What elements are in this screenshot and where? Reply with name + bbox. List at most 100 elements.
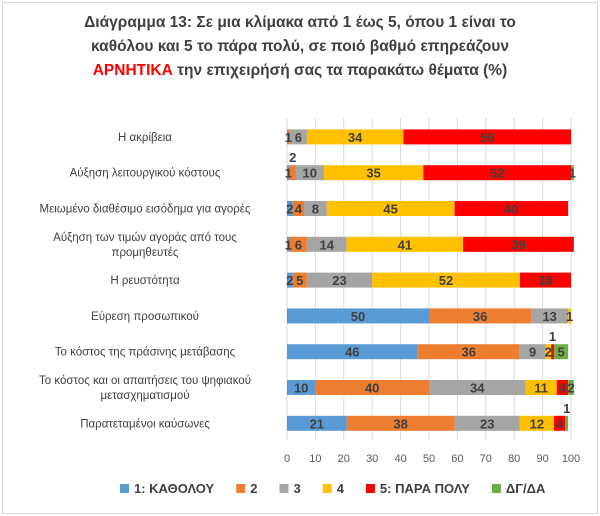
legend-swatch	[365, 484, 375, 493]
bar-segment	[306, 272, 373, 288]
legend-swatch	[120, 484, 129, 493]
data-label: 1	[569, 166, 576, 181]
bar-segment	[304, 201, 327, 216]
legend-swatch	[491, 484, 501, 493]
bar-segment	[553, 344, 569, 360]
x-tick-label: 30	[366, 453, 378, 465]
data-label: 11	[534, 381, 548, 396]
data-label: 5	[296, 273, 303, 288]
data-label: 36	[473, 309, 487, 324]
legend-label: ΔΓ/ΔΑ	[506, 481, 546, 496]
data-label: 34	[470, 381, 485, 396]
data-label: 2	[289, 150, 296, 165]
data-label: 10	[302, 166, 316, 181]
bar-segment	[531, 308, 569, 324]
data-label: 36	[462, 345, 476, 360]
bar-segment	[551, 344, 554, 360]
category-label: Η ακρίβεια	[118, 132, 172, 144]
category-label: Το κόστος και οι απαιτήσεις του ψηφιακού	[39, 375, 251, 387]
chart-title-line3: ΑΡΝΗΤΙΚΑ την επιχειρήσή σας τα παρακάτω …	[0, 62, 600, 80]
bar-segment	[287, 344, 418, 360]
data-label: 13	[542, 309, 556, 324]
x-tick-label: 10	[309, 453, 321, 465]
bar-segment	[346, 236, 464, 252]
title-rest: την επιχειρήσή σας τα παρακάτω θέματα (%…	[172, 62, 508, 79]
legend-label: 4	[337, 481, 345, 496]
bar-segment	[568, 308, 571, 324]
data-label: 38	[393, 416, 407, 431]
bar-segment	[287, 380, 316, 395]
bar-segment	[287, 201, 293, 216]
bar-segment	[287, 236, 290, 252]
bar-segment	[429, 308, 532, 324]
bar-segment	[556, 380, 569, 395]
x-tick-label: 40	[394, 453, 406, 465]
bar-segment	[287, 129, 290, 145]
legend-swatch	[322, 484, 332, 493]
data-label: 9	[529, 345, 536, 360]
bar-segment	[292, 201, 305, 216]
bar-segment	[568, 380, 574, 395]
data-label: 4	[295, 202, 303, 217]
category-label: μετασχηματισμού	[100, 390, 189, 402]
bar-segment	[289, 236, 307, 252]
data-label: 23	[332, 273, 346, 288]
bar-segment	[545, 344, 552, 360]
legend-label: 2	[250, 481, 257, 496]
data-label: 6	[295, 130, 302, 145]
data-label: 52	[490, 166, 504, 181]
data-label: 41	[398, 237, 412, 252]
legend-label: 3	[293, 481, 300, 496]
data-label: 50	[351, 309, 365, 324]
bar-segment	[372, 272, 520, 288]
bar-segment	[326, 201, 455, 216]
data-label: 35	[366, 166, 380, 181]
bar-segment	[417, 344, 520, 360]
bar-segment	[287, 308, 429, 324]
x-tick-label: 50	[423, 453, 435, 465]
data-label: 2	[286, 202, 293, 217]
data-label: 18	[538, 273, 552, 288]
bar-segment	[292, 272, 307, 288]
bar-segment	[323, 165, 424, 181]
data-label: 21	[310, 416, 324, 431]
bar-segment	[287, 272, 293, 288]
category-label: Εύρεση προσωπικού	[91, 311, 199, 323]
bar-segment	[565, 415, 569, 431]
bar-segment	[346, 415, 455, 431]
title-highlight: ΑΡΝΗΤΙΚΑ	[92, 62, 173, 79]
data-label: 2	[286, 273, 293, 288]
bar-segment	[525, 380, 557, 395]
category-label: προμηθευτές	[112, 247, 179, 259]
chart-title-line2: καθόλου και 5 το πάρα πολύ, σε ποιό βαθμ…	[91, 38, 509, 55]
bar-segment	[403, 129, 571, 145]
bar-segment	[306, 129, 404, 145]
category-label: Το κόστος της πράσινης μετάβασης	[55, 347, 236, 359]
data-label: 12	[530, 416, 544, 431]
data-label: 1	[285, 166, 292, 181]
data-label: 1	[285, 130, 292, 145]
bar-segment	[519, 344, 546, 360]
legend-label: 1: ΚΑΘΟΛΟΥ	[134, 481, 215, 496]
x-tick-label: 70	[480, 453, 492, 465]
data-label: 34	[348, 130, 363, 145]
x-tick-label: 100	[562, 453, 580, 465]
legend-label: 5: ΠΑΡΑ ΠΟΛΥ	[380, 481, 470, 496]
x-tick-label: 0	[284, 453, 290, 465]
bar-segment	[423, 165, 571, 181]
bar-segment	[553, 415, 566, 431]
data-label: 40	[504, 202, 518, 217]
x-tick-label: 80	[508, 453, 520, 465]
category-label: Μειωμένο διαθέσιμο εισόδημα για αγορές	[40, 204, 251, 216]
bar-segment	[295, 165, 324, 181]
x-tick-label: 60	[451, 453, 463, 465]
data-label: 46	[345, 345, 359, 360]
bar-segment	[454, 201, 569, 216]
data-label: 45	[383, 202, 397, 217]
data-label: 6	[295, 237, 302, 252]
bar-segment	[519, 272, 571, 288]
category-label: Αύξηση λειτουργικού κόστους	[70, 168, 221, 180]
